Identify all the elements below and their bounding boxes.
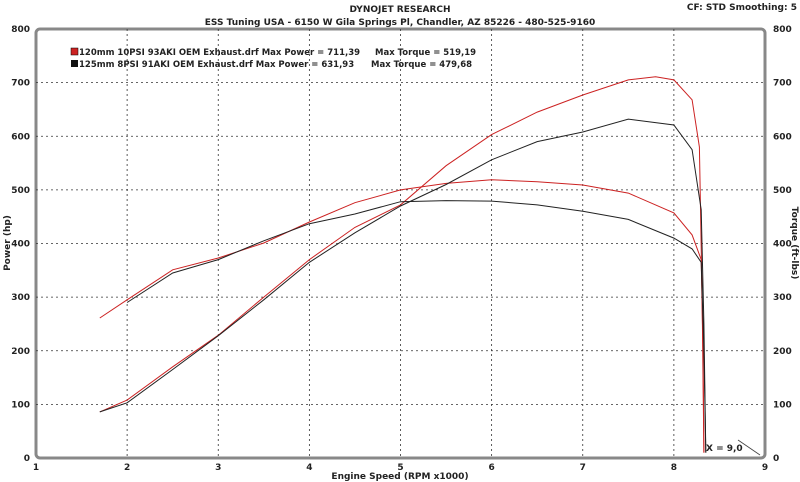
y2-tick-label: 600 (773, 132, 792, 142)
series-line-torque-1 (99, 179, 705, 453)
series-group (99, 76, 707, 453)
legend-swatch-black (71, 60, 78, 67)
x-tick-label: 2 (124, 463, 130, 473)
y-tick-label: 0 (24, 454, 30, 464)
y2-tick-label: 200 (773, 347, 792, 357)
y2-tick-label: 400 (773, 240, 792, 250)
y-tick-label: 500 (11, 186, 30, 196)
y-tick-label: 400 (11, 240, 30, 250)
y2-tick-label: 100 (773, 400, 792, 410)
chart-title: DYNOJET RESEARCH (349, 5, 450, 15)
x-axis-label: Engine Speed (RPM x1000) (331, 472, 468, 482)
chart-subtitle: ESS Tuning USA - 6150 W Gila Springs Pl,… (205, 18, 595, 28)
x-tick-label: 3 (215, 463, 221, 473)
legend-text-2: 125mm 8PSI 91AKI OEM Exhaust.drf Max Pow… (79, 60, 354, 70)
x-tick-label: 8 (671, 463, 677, 473)
plot-frame (34, 27, 767, 460)
settings-text: CF: STD Smoothing: 5 (687, 3, 797, 13)
y2-tick-label: 0 (773, 454, 779, 464)
legend-text-1: 120mm 10PSI 93AKI OEM Exhaust.drf Max Po… (79, 48, 360, 58)
y2-tick-label: 800 (773, 25, 792, 35)
y2-tick-label: 700 (773, 79, 792, 89)
x-tick-label: 4 (306, 463, 312, 473)
grid (34, 27, 767, 460)
y-tick-label: 700 (11, 79, 30, 89)
x-tick-label: 6 (488, 463, 494, 473)
x-tick-label: 7 (580, 463, 586, 473)
y-tick-label: 600 (11, 132, 30, 142)
cursor-label: X = 9,0 (706, 444, 743, 454)
y-axis-label: Power (hp) (3, 215, 13, 271)
cursor-leader (737, 439, 761, 456)
x-tick-label: 9 (762, 463, 768, 473)
x-tick-label: 5 (397, 463, 403, 473)
series-line-torque-3 (126, 200, 707, 453)
y2-tick-label: 500 (773, 186, 792, 196)
legend-torque-2: Max Torque = 479,68 (371, 60, 472, 70)
y2-tick-label: 300 (773, 293, 792, 303)
y-tick-label: 300 (11, 293, 30, 303)
legend-torque-1: Max Torque = 519,19 (375, 48, 476, 58)
y-tick-label: 200 (11, 347, 30, 357)
series-line-power-2 (99, 118, 707, 453)
y-tick-label: 800 (11, 25, 30, 35)
legend-swatch-red (70, 47, 79, 56)
y2-axis-label: Torque (ft-lbs) (789, 207, 799, 280)
x-tick-label: 1 (33, 463, 39, 473)
y-tick-label: 100 (11, 400, 30, 410)
